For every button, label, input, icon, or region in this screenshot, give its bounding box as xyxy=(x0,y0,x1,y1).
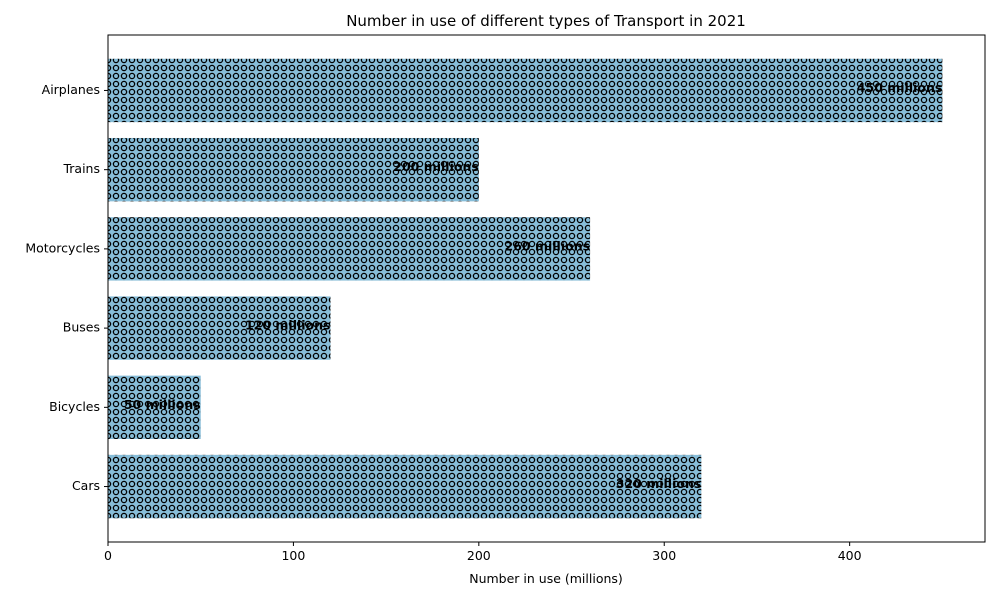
x-axis: 0 100 200 300 400 xyxy=(104,542,862,563)
x-tick-label: 300 xyxy=(652,548,676,563)
bar-trains xyxy=(108,137,479,202)
bar-motorcycles xyxy=(108,217,591,281)
bar-bicycles xyxy=(108,375,201,440)
x-axis-label: Number in use (millions) xyxy=(469,571,623,586)
bar-value-label-buses: 120 millions xyxy=(245,318,331,333)
bar-airplanes xyxy=(108,58,943,123)
bar-value-label-airplanes: 450 millions xyxy=(857,80,943,95)
bar-value-label-trains: 200 millions xyxy=(393,159,479,174)
y-tick-label-buses: Buses xyxy=(63,320,100,335)
y-tick-label-bicycles: Bicycles xyxy=(49,399,100,414)
bar-value-label-cars: 320 millions xyxy=(616,476,702,491)
bar-buses xyxy=(108,296,331,360)
y-axis: Cars Bicycles Buses Motorcycles Trains Airpla… xyxy=(25,82,108,493)
x-tick-label: 400 xyxy=(838,548,862,563)
plot-frame xyxy=(107,34,986,543)
chart-title: Number in use of different types of Tran… xyxy=(346,12,746,30)
y-tick-label-motorcycles: Motorcycles xyxy=(25,240,100,255)
y-tick-label-trains: Trains xyxy=(62,161,100,176)
y-tick-label-cars: Cars xyxy=(72,478,100,493)
x-tick-label: 200 xyxy=(467,548,491,563)
y-tick-label-airplanes: Airplanes xyxy=(42,82,100,97)
bar-cars xyxy=(108,454,702,519)
plot-area: 320 millions 50 millions 120 millions 260 m… xyxy=(108,58,943,519)
x-tick-label: 100 xyxy=(281,548,305,563)
x-tick-label: 0 xyxy=(104,548,112,563)
bar-value-label-motorcycles: 260 millions xyxy=(505,238,591,253)
bar-value-label-bicycles: 50 millions xyxy=(124,397,201,412)
